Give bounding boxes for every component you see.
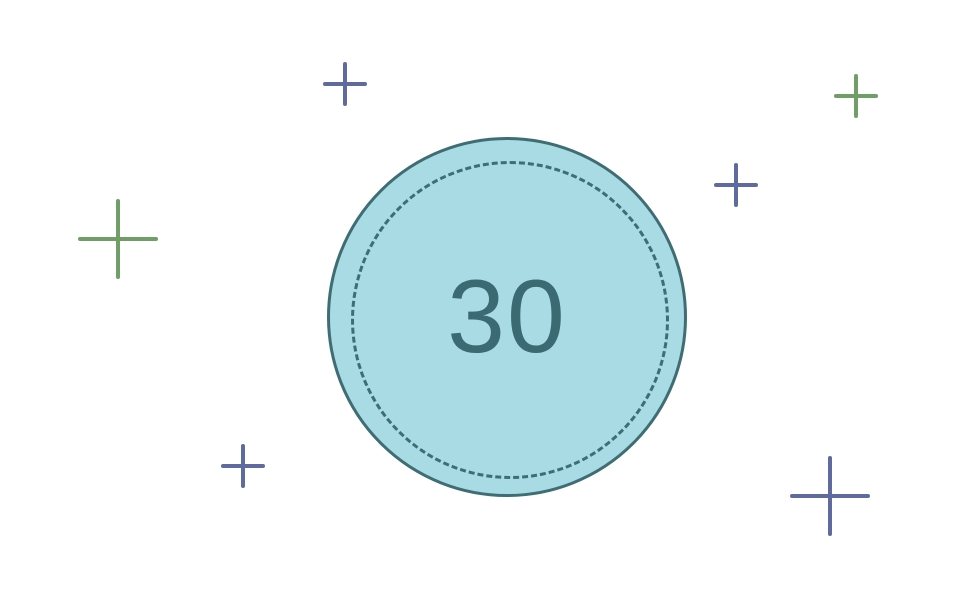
sparkle-blue-large-icon: [790, 456, 870, 536]
count-badge: 30: [327, 137, 687, 497]
sparkle-blue-right-icon: [714, 163, 758, 207]
sparkle-blue-top-icon: [323, 62, 367, 106]
sparkle-green-large-icon: [78, 199, 158, 279]
sparkle-blue-bottom-left-icon: [221, 444, 265, 488]
badge-count-value: 30: [447, 259, 567, 375]
sparkle-green-small-icon: [834, 74, 878, 118]
badge-dashed-ring: [351, 161, 669, 479]
